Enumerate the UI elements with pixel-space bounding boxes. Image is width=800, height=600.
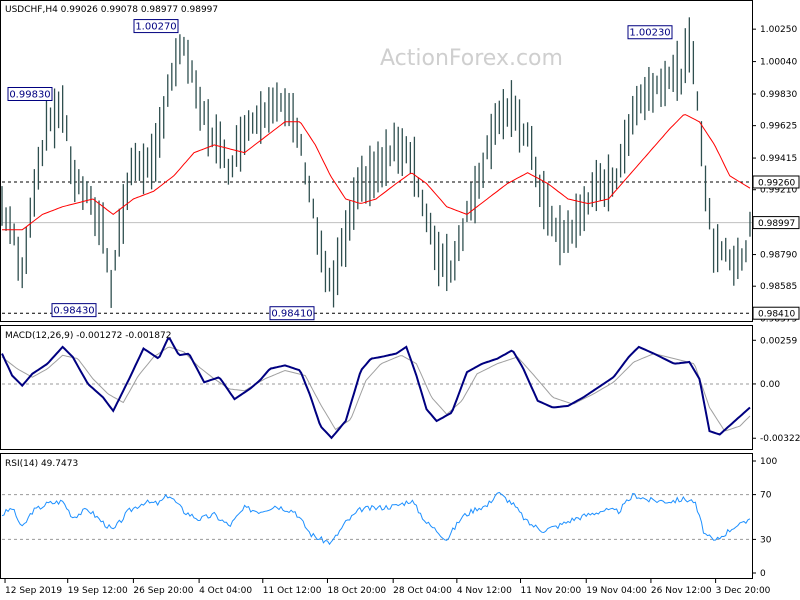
ma-line: [2, 114, 751, 231]
rsi-line: [1, 491, 751, 546]
rsi-path: [1, 491, 751, 546]
time-tick-label: 28 Oct 04:00: [393, 586, 452, 596]
rsi-tick-label: 0: [760, 569, 766, 579]
annotation-label: 0.98430: [53, 306, 94, 317]
moving-average: [2, 114, 751, 231]
macd-line: [1, 337, 751, 440]
price-tick-label: 0.99830: [760, 90, 797, 100]
time-tick-label: 3 Dec 20:00: [716, 586, 771, 596]
macd-tick-label: 0.00259: [760, 336, 797, 346]
macd-panel-frame: [0, 325, 753, 450]
price-axis: 1.00250 1.00040 0.99830 0.99625 0.99415 0.992…: [752, 25, 800, 325]
rsi-title: RSI(14) 49.7473: [5, 459, 78, 469]
price-chart-title: USDCHF,H4 0.99026 0.99078 0.98977 0.9899…: [5, 5, 218, 15]
time-tick-label: 11 Nov 20:00: [521, 586, 582, 596]
price-candles: [1, 17, 751, 308]
rsi-tick-label: 30: [760, 535, 772, 545]
level-axis-label: 0.98410: [758, 310, 795, 320]
rsi-tick-label: 70: [760, 491, 772, 501]
price-tick-label: 0.98790: [760, 251, 797, 261]
price-annotations: 1.00270 0.99830 0.98430 0.98410 1.00230: [7, 19, 673, 321]
rsi-axis: 100 70 30 0: [752, 457, 777, 579]
price-annotation-0: 1.00270: [133, 19, 179, 34]
annotation-label: 0.98410: [271, 309, 312, 320]
price-annotation-4: 1.00230: [627, 25, 673, 40]
macd-tick-label: 0.00: [760, 380, 780, 390]
macd-lines: [1, 337, 751, 440]
level-axis-label: 0.99260: [758, 178, 795, 188]
time-tick-label: 4 Nov 12:00: [457, 586, 512, 596]
rsi-tick-label: 100: [760, 457, 777, 467]
price-levels: [2, 181, 752, 314]
watermark: ActionForex.com: [380, 46, 563, 71]
rsi-levels: [2, 494, 752, 540]
time-tick-label: 18 Oct 20:00: [327, 586, 386, 596]
current-price-label: 0.98997: [758, 219, 795, 229]
price-tick-label: 1.00250: [760, 25, 797, 35]
signal-line: [1, 346, 751, 432]
time-axis: 12 Sep 2019 19 Sep 12:00 26 Sep 20:00 4 Oct…: [4, 579, 771, 596]
price-annotation-2: 0.98430: [51, 303, 97, 318]
time-tick-label: 19 Nov 04:00: [586, 586, 647, 596]
price-annotation-1: 0.99830: [7, 86, 53, 101]
annotation-label: 1.00230: [629, 28, 670, 39]
time-tick-label: 12 Sep 2019: [5, 586, 62, 596]
time-tick-label: 11 Oct 12:00: [263, 586, 322, 596]
price-panel-frame: [0, 0, 753, 322]
price-annotation-3: 0.98410: [269, 306, 315, 321]
price-tick-label: 0.98585: [760, 282, 797, 292]
macd-title: MACD(12,26,9) -0.001272 -0.001872: [5, 331, 171, 341]
annotation-label: 1.00270: [135, 22, 176, 33]
price-tick-label: 0.99415: [760, 154, 797, 164]
time-tick-label: 26 Sep 20:00: [133, 586, 193, 596]
time-tick-label: 26 Nov 12:00: [651, 586, 712, 596]
time-tick-label: 19 Sep 12:00: [68, 586, 128, 596]
price-tick-label: 0.99625: [760, 122, 797, 132]
annotation-label: 0.99830: [9, 89, 50, 100]
rsi-panel-frame: [0, 453, 753, 579]
price-tick-label: 0.99210: [760, 186, 797, 196]
time-tick-label: 4 Oct 04:00: [199, 586, 252, 596]
price-tick-label: 1.00040: [760, 58, 797, 68]
